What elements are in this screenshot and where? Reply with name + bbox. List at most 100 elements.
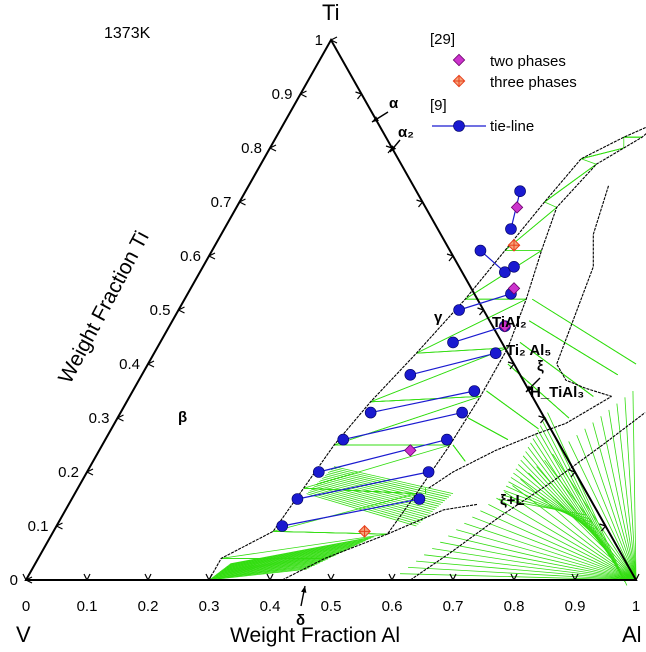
bottom-tick-label: 0.7: [443, 598, 464, 615]
tie-line-hatch: [272, 493, 417, 532]
tie-line: [370, 390, 475, 414]
tie-line: [458, 293, 512, 311]
region-label-xi: ξ: [537, 358, 544, 375]
tie-line-hatch: [329, 470, 447, 500]
left-tick: [86, 471, 94, 476]
tie-line-hatch: [317, 482, 431, 514]
region-label-beta: β: [178, 409, 187, 426]
tie-line-hatch: [568, 441, 637, 581]
tie-line-hatch: [424, 554, 637, 581]
right-tick: [357, 93, 362, 100]
tie-line-hatch: [498, 498, 588, 516]
tie-line-hatch: [581, 147, 624, 160]
region-label-xi-l: ξ+L: [500, 492, 525, 509]
tie-line-hatch: [416, 560, 637, 581]
left-tick: [239, 201, 246, 206]
tie-line-hatch: [370, 347, 509, 403]
tie-line-hatch: [440, 541, 637, 581]
bottom-tick: [327, 573, 332, 581]
right-tick: [599, 523, 606, 527]
tie-line-hatch: [303, 487, 417, 494]
left-tick: [117, 414, 124, 419]
left-tick-label: 0.2: [58, 464, 79, 481]
tie-line-hatch: [226, 542, 361, 568]
left-tick: [56, 525, 63, 530]
tie-line-hatch: [220, 551, 342, 572]
tie-line-point: [453, 304, 465, 316]
corner-label-top: Ti: [322, 0, 340, 25]
bottom-tick: [208, 573, 213, 581]
axis-ticks: 0 0.1 0.2 0.3 0.4 0.5 0.6 0.7 0.8 0.9 1 0 0.1 0.2 0.3 0…: [10, 32, 641, 615]
tie-line-hatch: [448, 535, 637, 581]
tie-line-point: [499, 266, 511, 279]
tie-line: [410, 352, 496, 376]
left-tick: [269, 144, 277, 149]
tie-line-hatch: [488, 504, 637, 581]
region-label-h-tial3: H_TiAl₃: [530, 384, 584, 401]
bottom-tick: [205, 573, 210, 581]
left-tick: [178, 309, 185, 314]
right-tick: [540, 417, 545, 424]
left-tick: [86, 468, 94, 473]
left-tick-label: 0.4: [119, 356, 140, 373]
left-tick: [208, 255, 216, 260]
legend-label-tie-line: tie-line: [490, 118, 534, 135]
tie-line-hatch: [216, 557, 331, 575]
alpha2-arrow: [390, 145, 397, 152]
left-tick: [300, 93, 307, 98]
tie-line-hatch: [537, 429, 620, 572]
tie-line: [297, 471, 429, 500]
tie-line-hatch: [472, 516, 637, 581]
gamma-left-boundary: [281, 133, 646, 581]
tie-line-hatch: [315, 484, 429, 516]
three-phase-point: [358, 525, 371, 538]
tie-line-hatch: [468, 417, 509, 440]
tie-line-point: [276, 520, 289, 532]
tie-line-hatch: [608, 409, 637, 581]
tie-line: [452, 325, 506, 343]
tie-line-hatch: [432, 548, 637, 581]
bottom-tick: [449, 573, 454, 581]
tie-line-hatch: [532, 298, 637, 365]
bottom-tick: [513, 573, 518, 581]
two-phase-point: [507, 282, 521, 295]
tie-line-point: [505, 223, 517, 235]
bottom-tick-label: 0.3: [199, 598, 220, 615]
bottom-tick: [25, 573, 30, 581]
right-tick: [448, 255, 454, 262]
tie-line-hatch: [632, 390, 637, 581]
region-label-delta: δ: [296, 612, 305, 629]
left-tick-label: 0.9: [272, 86, 293, 103]
tie-line-hatch: [213, 562, 321, 578]
region-label-tial2: TiAl₂: [492, 314, 527, 331]
tie-line-hatch: [221, 533, 388, 559]
tie-line-hatch: [530, 442, 614, 562]
bottom-tick: [147, 573, 152, 581]
tie-line: [318, 439, 448, 473]
tie-line-hatch: [220, 550, 345, 572]
bottom-tick-label: 0.1: [77, 598, 98, 615]
delta-arrow: [301, 586, 307, 593]
right-tick: [355, 91, 362, 95]
left-tick-label: 1: [315, 32, 323, 49]
left-tick-label: 0: [10, 572, 18, 589]
tie-line-hatch: [228, 538, 369, 566]
bottom-tick: [86, 573, 91, 581]
corner-label-right: Al: [622, 622, 642, 647]
left-tick-label: 0.1: [28, 518, 49, 535]
tie-line-hatch: [218, 554, 337, 574]
right-tick: [568, 469, 576, 473]
tie-line-hatch: [209, 567, 310, 580]
tie-line-hatch: [486, 390, 539, 430]
tie-line-hatch: [519, 342, 594, 397]
tie-line-hatch: [529, 320, 618, 376]
tie-line-hatch: [223, 546, 353, 570]
left-tick-label: 0.7: [211, 194, 232, 211]
tie-line-hatch: [480, 510, 637, 581]
tie-line-point: [413, 493, 426, 505]
bottom-tick-label: 0.6: [382, 598, 403, 615]
tie-line-hatch: [219, 553, 339, 573]
region-label-ti2al5: Ti₂ Al₅: [506, 342, 551, 359]
tie-line-point: [422, 466, 435, 478]
